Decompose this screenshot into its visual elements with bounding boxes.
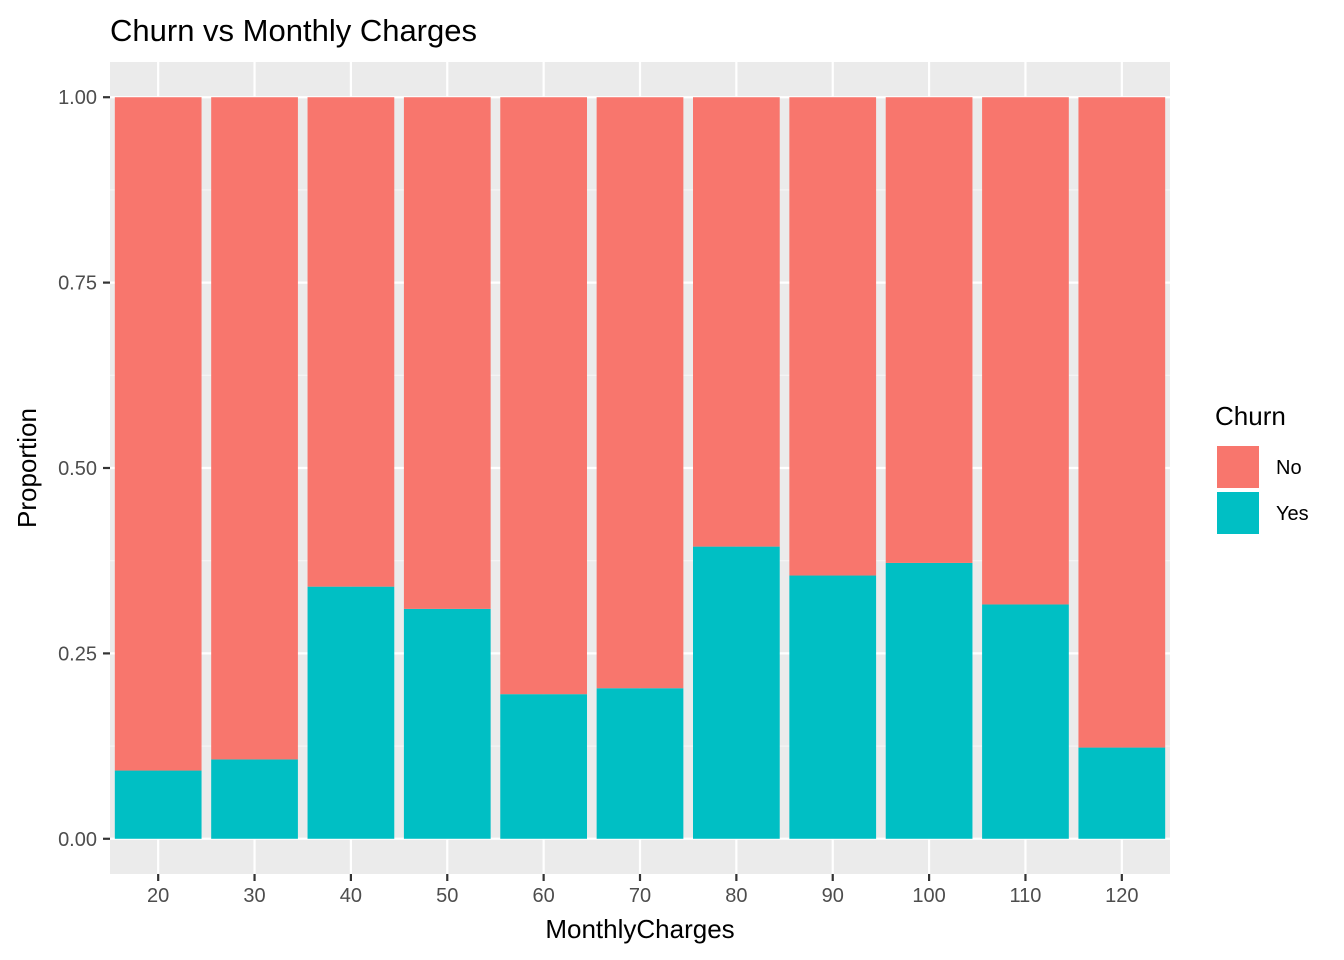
bar-segment-yes-80 <box>693 546 780 839</box>
bar-segment-yes-100 <box>885 562 973 839</box>
bar-segment-no-100 <box>885 97 973 563</box>
bar-segment-no-80 <box>693 97 780 547</box>
bar-segment-yes-110 <box>982 604 1069 839</box>
y-axis-title: Proportion <box>12 408 42 528</box>
y-tick-label: 0.50 <box>58 458 97 480</box>
legend-key-yes <box>1217 492 1259 534</box>
bar-segment-yes-120 <box>1078 747 1166 839</box>
x-tick-label: 120 <box>1105 885 1138 907</box>
bar-segment-no-50 <box>403 97 491 609</box>
legend-label-yes: Yes <box>1276 503 1309 525</box>
x-tick-label: 60 <box>533 885 555 907</box>
bar-segment-yes-40 <box>307 586 395 839</box>
bar-segment-yes-20 <box>114 770 202 839</box>
bar-segment-no-120 <box>1078 97 1166 748</box>
chart-title: Churn vs Monthly Charges <box>110 13 477 48</box>
x-tick-label: 110 <box>1010 885 1042 907</box>
x-tick-label: 40 <box>340 885 362 907</box>
bar-segment-no-90 <box>789 97 877 576</box>
bar-segment-no-110 <box>982 97 1069 605</box>
bar-segment-no-20 <box>114 97 202 771</box>
y-tick-label: 0.75 <box>58 273 97 295</box>
bar-segment-yes-50 <box>403 608 491 839</box>
y-tick-label: 0.25 <box>58 643 97 665</box>
bar-segment-no-70 <box>596 97 684 689</box>
x-tick-label: 100 <box>912 885 945 907</box>
x-tick-label: 50 <box>436 885 458 907</box>
y-axis: 0.00 0.25 0.50 0.75 1.00 <box>58 87 110 851</box>
x-axis: 20 30 40 50 60 70 80 90 100 110 120 <box>147 874 1139 907</box>
x-tick-label: 90 <box>822 885 844 907</box>
bar-segment-no-30 <box>211 97 298 760</box>
legend: Churn No Yes <box>1215 401 1309 534</box>
legend-key-no <box>1217 446 1259 488</box>
x-axis-title: MonthlyCharges <box>545 914 734 944</box>
x-tick-label: 70 <box>629 885 651 907</box>
bars <box>114 97 1166 839</box>
bar-segment-no-40 <box>307 97 395 587</box>
bar-segment-no-60 <box>500 97 587 695</box>
y-tick-label: 1.00 <box>58 87 97 109</box>
x-tick-label: 80 <box>725 885 747 907</box>
legend-title: Churn <box>1215 401 1286 431</box>
y-tick-label: 0.00 <box>58 829 97 851</box>
bar-segment-yes-70 <box>596 688 684 839</box>
bar-segment-yes-90 <box>789 575 877 839</box>
x-tick-label: 20 <box>147 885 169 907</box>
bar-segment-yes-30 <box>211 759 298 839</box>
bar-segment-yes-60 <box>500 694 587 839</box>
legend-label-no: No <box>1276 457 1302 479</box>
x-tick-label: 30 <box>243 885 265 907</box>
